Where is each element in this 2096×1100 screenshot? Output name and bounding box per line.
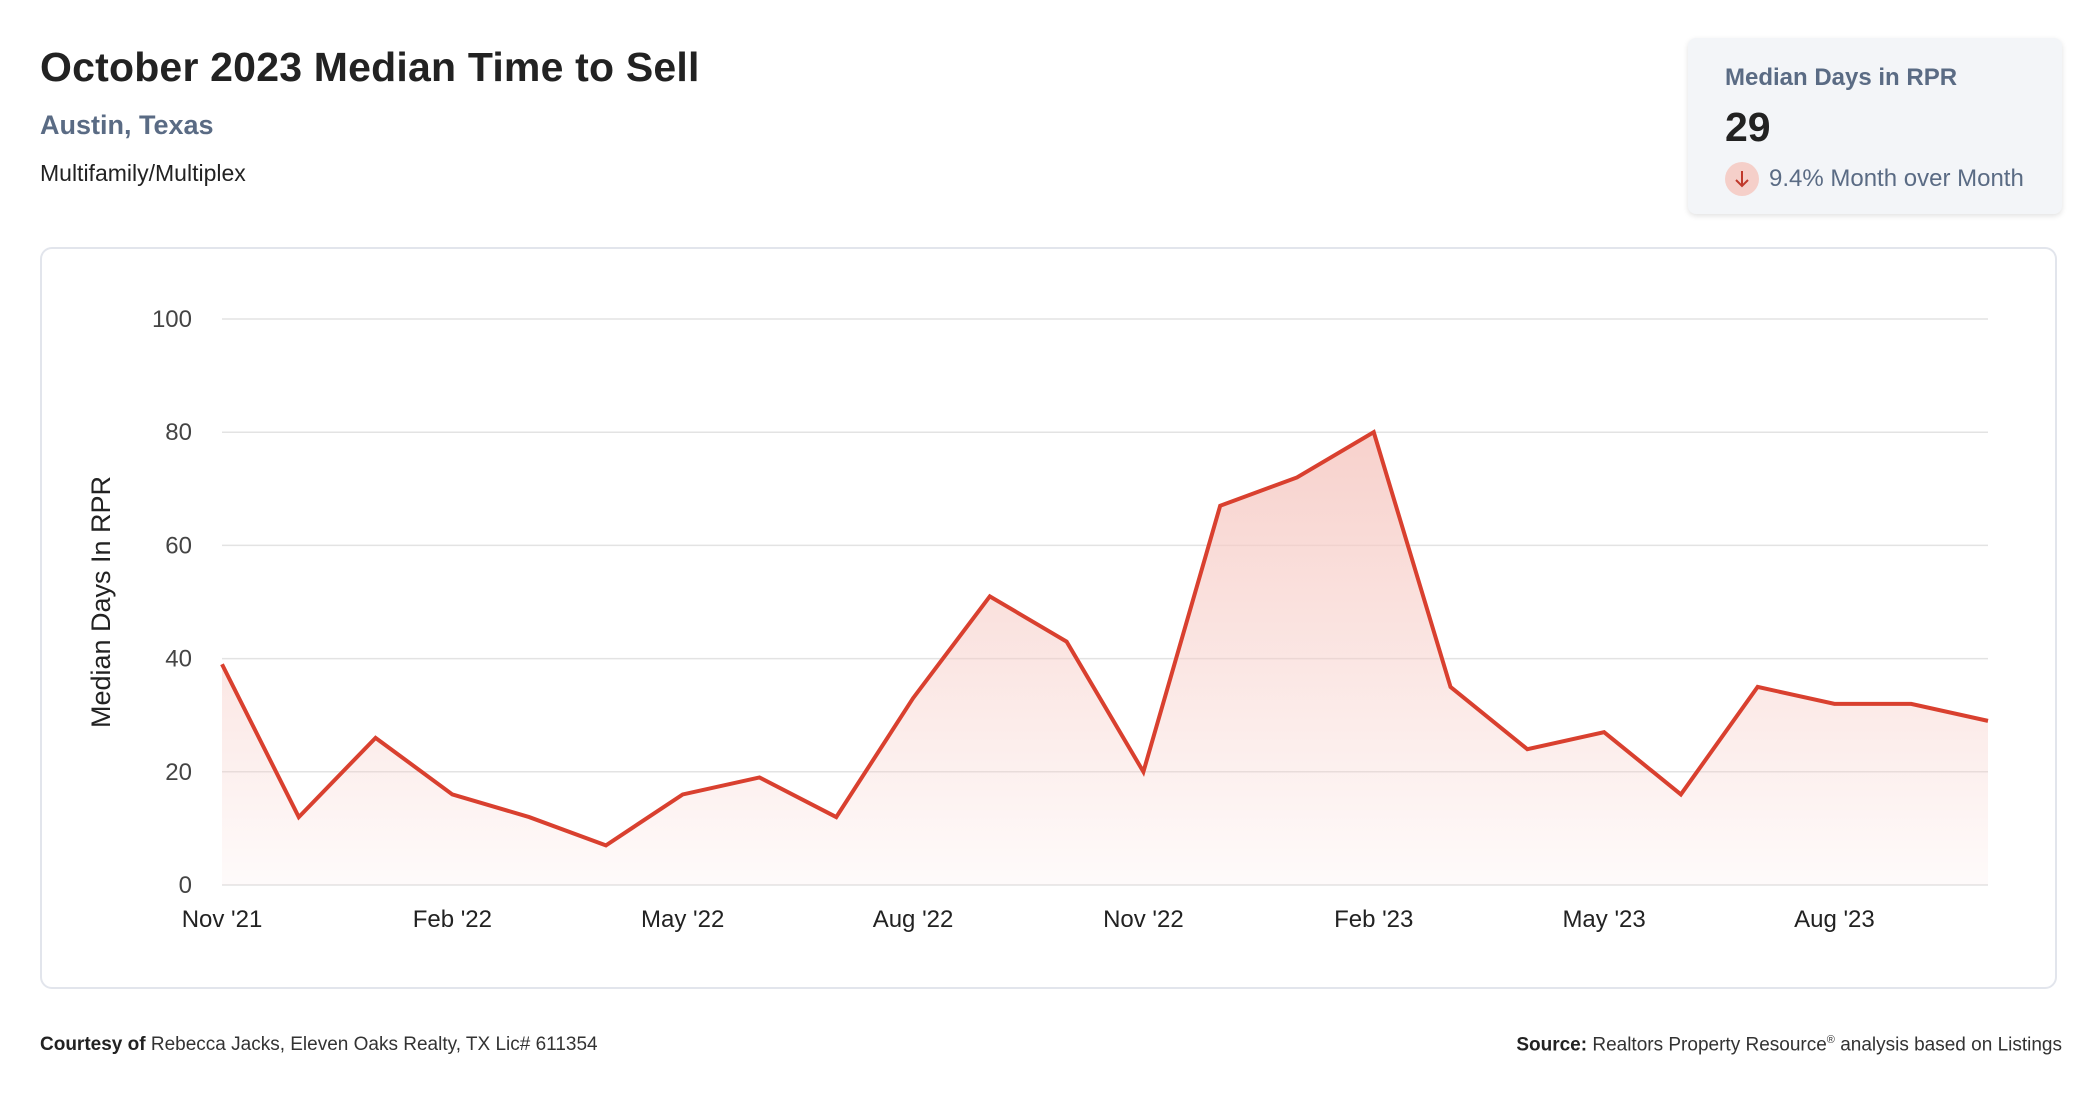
x-tick-label-6: May '23 [1562,906,1645,933]
x-tick-label-2: May '22 [641,906,724,933]
data-point-13 [1217,503,1223,509]
series-area-fill [222,432,1988,885]
data-point-22 [1908,701,1914,707]
source-text: analysis based on Listings [1840,1034,2062,1056]
y-tick-label-0: 0 [179,872,192,899]
x-tick-label-3: Aug '22 [873,906,954,933]
data-point-1 [296,814,302,820]
data-point-0 [219,661,225,667]
footer-courtesy: Courtesy of Rebecca Jacks, Eleven Oaks R… [40,1034,598,1056]
data-point-11 [1064,639,1070,645]
data-point-6 [680,791,686,797]
data-point-15 [1371,429,1377,435]
series-line [220,429,1989,848]
data-point-5 [603,842,609,848]
x-tick-label-4: Nov '22 [1103,906,1184,933]
data-point-14 [1294,474,1300,480]
data-point-21 [1831,701,1837,707]
y-axis-title: Median Days In RPR [86,476,116,728]
page-title: October 2023 Median Time to Sell [40,44,700,90]
chart-card: 0 20 40 60 80 100 Median Days In RPR Nov '21 Feb… [40,247,2057,989]
property-category: Multifamily/Multiplex [40,160,246,186]
footer-source: Source: Realtors Property Resource® anal… [1516,1034,2062,1056]
y-tick-label-60: 60 [165,532,192,559]
data-point-17 [1524,746,1530,752]
y-tick-label-20: 20 [165,759,192,786]
data-point-2 [373,735,379,741]
x-tick-label-7: Aug '23 [1794,906,1875,933]
data-point-18 [1601,729,1607,735]
x-tick-label-5: Feb '23 [1334,906,1413,933]
stat-label: Median Days in RPR [1725,64,1958,91]
median-days-area-chart: 0 20 40 60 80 100 Median Days In RPR Nov '21 Feb… [86,306,1991,933]
courtesy-label: Courtesy of [40,1034,146,1055]
data-point-23 [1985,718,1991,724]
stat-change: 9.4% Month over Month [1725,162,2024,196]
x-tick-label-1: Feb '22 [413,906,492,933]
data-point-19 [1678,791,1684,797]
data-point-10 [987,593,993,599]
data-point-4 [526,814,532,820]
stat-change-text: 9.4% Month over Month [1769,165,2024,192]
data-point-16 [1448,684,1454,690]
arrow-down-icon [1725,162,1759,196]
source-name: Realtors Property Resource [1592,1034,1827,1056]
data-point-20 [1755,684,1761,690]
x-tick-label-0: Nov '21 [182,906,263,933]
median-days-stat-card: Median Days in RPR 29 9.4% Month over Mo… [1688,38,2062,214]
stat-value: 29 [1725,104,1771,150]
data-point-3 [449,791,455,797]
y-tick-label-100: 100 [152,306,192,333]
registered-mark: ® [1826,1034,1835,1046]
data-point-7 [756,774,762,780]
data-point-8 [833,814,839,820]
y-tick-label-40: 40 [165,646,192,673]
courtesy-text: Rebecca Jacks, Eleven Oaks Realty, TX Li… [150,1034,598,1055]
data-point-9 [910,695,916,701]
location-subtitle: Austin, Texas [40,110,214,140]
source-label: Source: [1516,1034,1588,1056]
y-tick-label-80: 80 [165,419,192,446]
data-point-12 [1140,769,1146,775]
